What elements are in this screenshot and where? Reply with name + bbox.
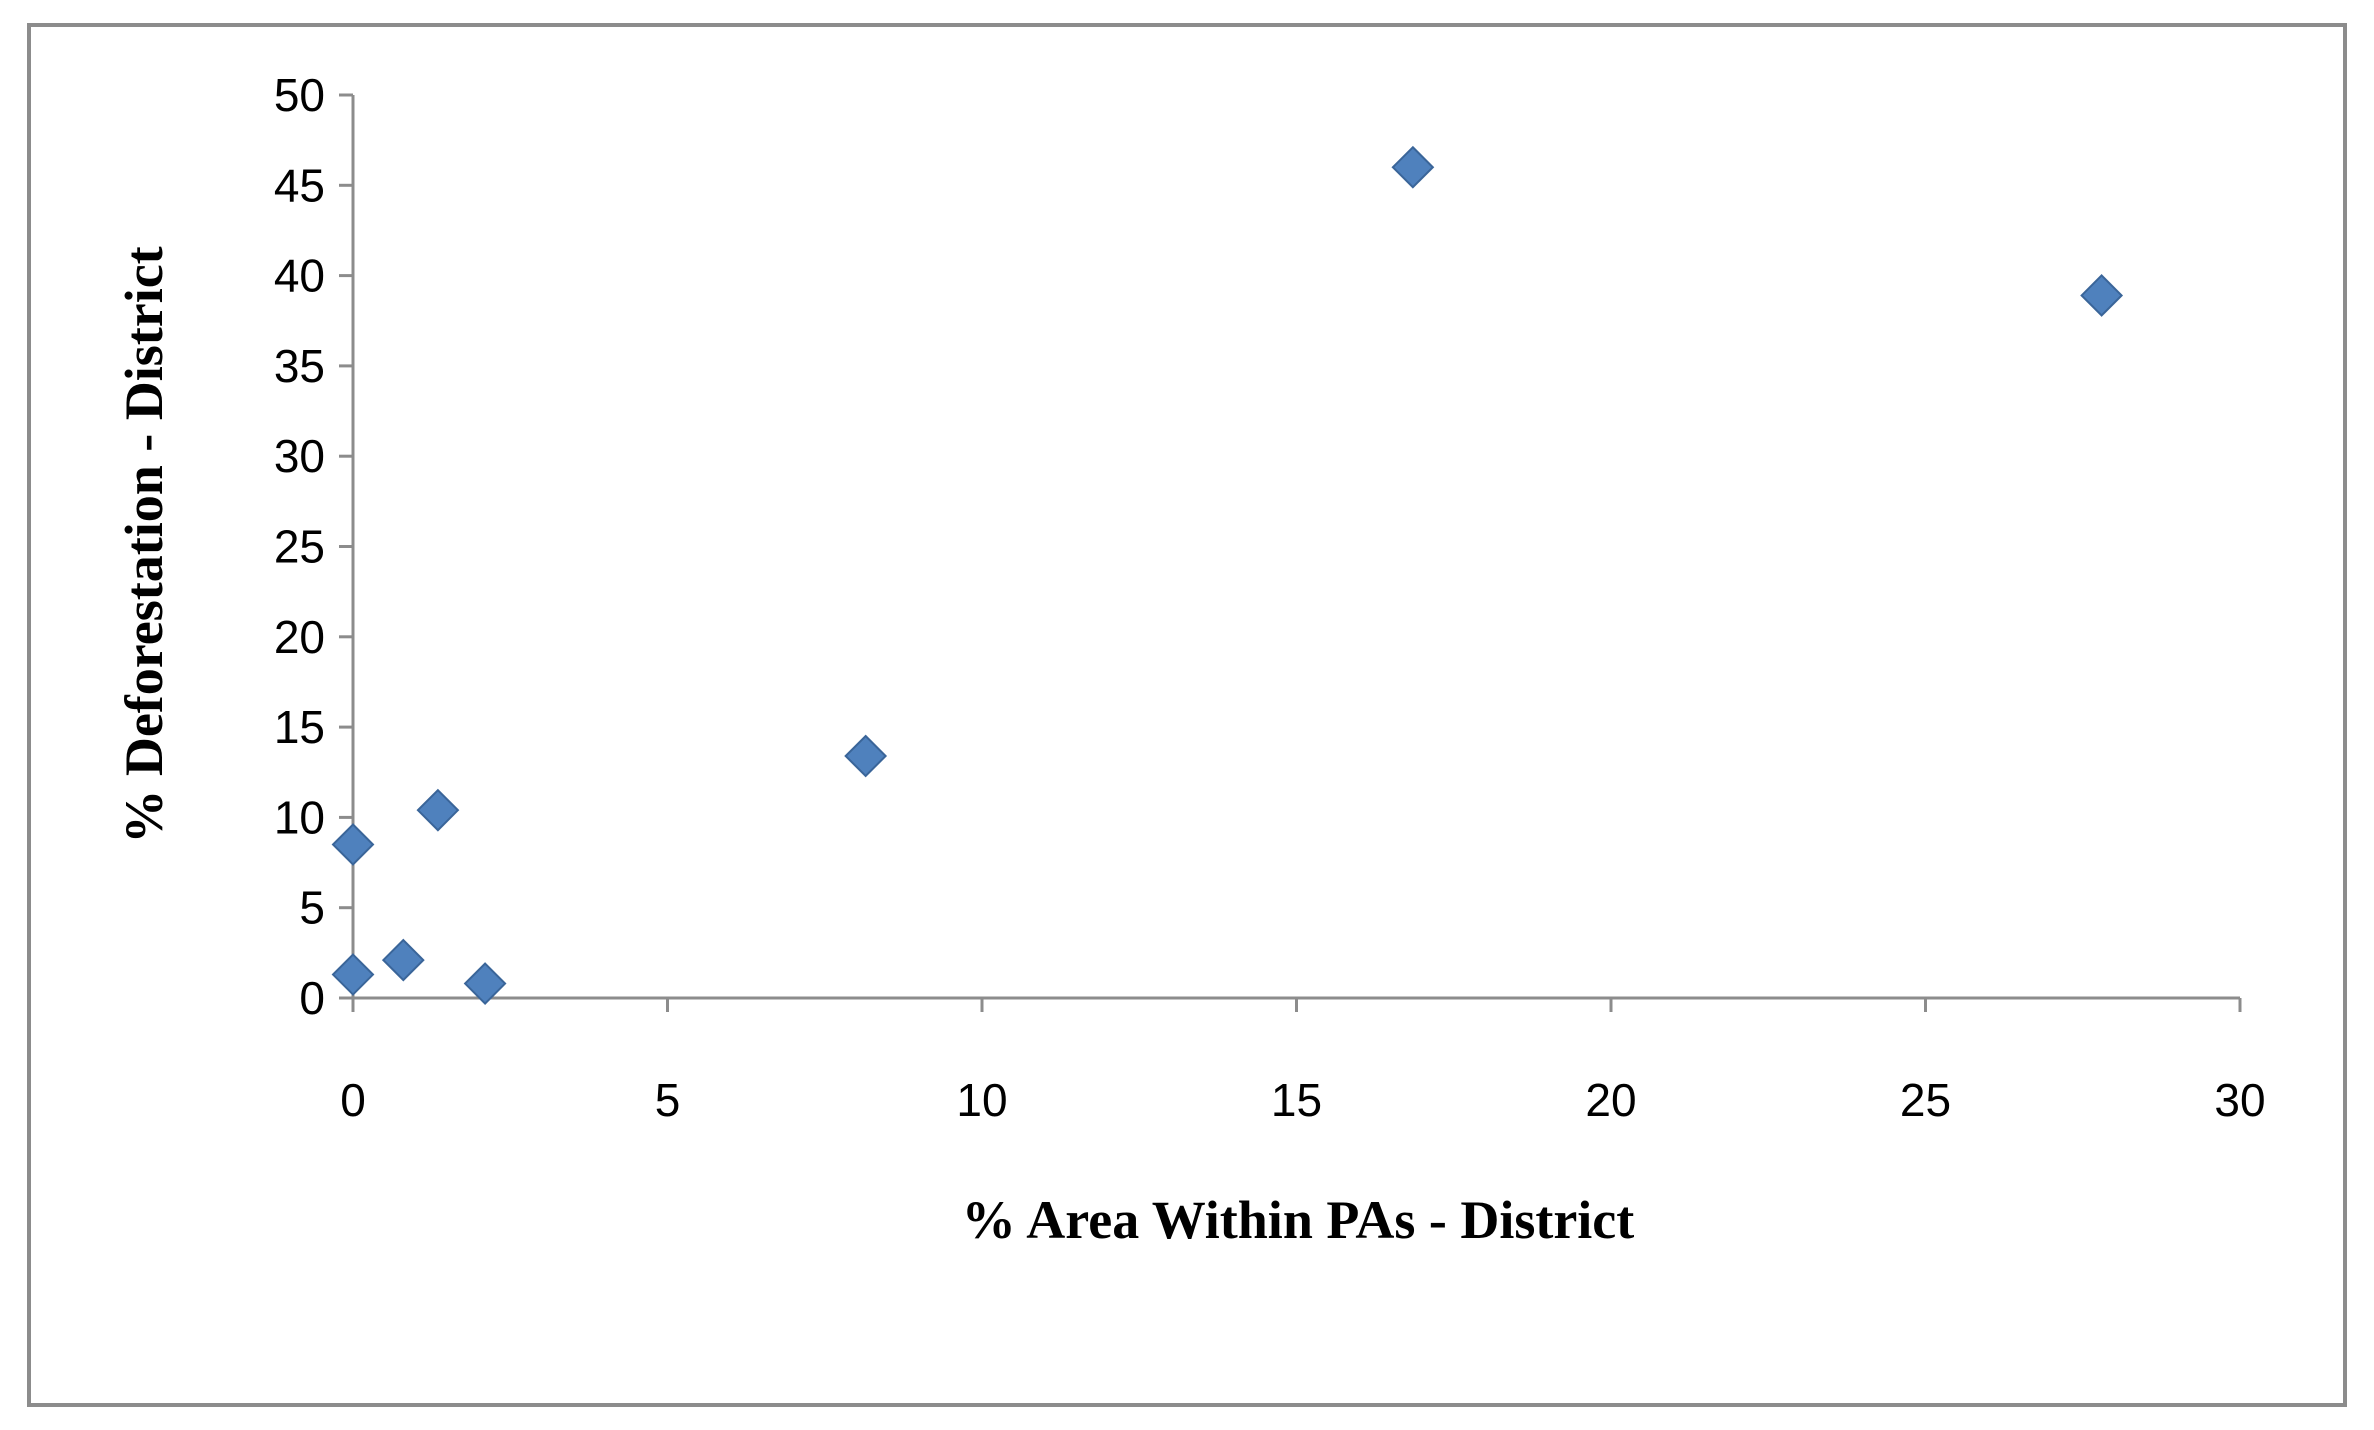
data-point — [331, 823, 375, 866]
x-tick-label: 20 — [1585, 1074, 1636, 1126]
data-point — [1391, 145, 1435, 189]
y-tick-label: 0 — [299, 972, 325, 1024]
x-tick-label: 15 — [1271, 1074, 1322, 1126]
y-tick-label: 40 — [274, 250, 325, 302]
y-tick-label: 25 — [274, 521, 325, 573]
chart-frame — [27, 23, 2347, 1407]
x-axis-title: % Area Within PAs - District — [962, 1190, 1634, 1250]
x-tick-label: 30 — [2214, 1074, 2265, 1126]
axes — [351, 95, 2240, 1000]
y-tick-label: 45 — [274, 159, 325, 211]
x-tick-label: 25 — [1900, 1074, 1951, 1126]
y-tick-label: 30 — [274, 430, 325, 482]
data-points — [331, 145, 2124, 1005]
data-point — [416, 788, 460, 832]
data-point — [381, 938, 425, 982]
x-tick-label: 0 — [340, 1074, 366, 1126]
y-tick-label: 5 — [299, 882, 325, 934]
data-point — [2080, 274, 2124, 317]
y-tick-label: 10 — [274, 791, 325, 843]
y-tick-label: 50 — [274, 69, 325, 121]
data-point — [463, 962, 507, 1005]
y-axis-title: % Deforestation - District — [114, 246, 174, 843]
data-point — [844, 734, 888, 778]
y-axis-ticks: 0 5 10 15 20 25 30 35 40 45 50 — [274, 69, 353, 1024]
x-axis-ticks: 0 5 10 15 20 25 30 — [340, 998, 2266, 1126]
y-tick-label: 20 — [274, 611, 325, 663]
x-tick-label: 10 — [956, 1074, 1007, 1126]
y-tick-label: 35 — [274, 340, 325, 392]
y-tick-label: 15 — [274, 701, 325, 753]
data-point — [331, 953, 375, 996]
x-tick-label: 5 — [655, 1074, 681, 1126]
